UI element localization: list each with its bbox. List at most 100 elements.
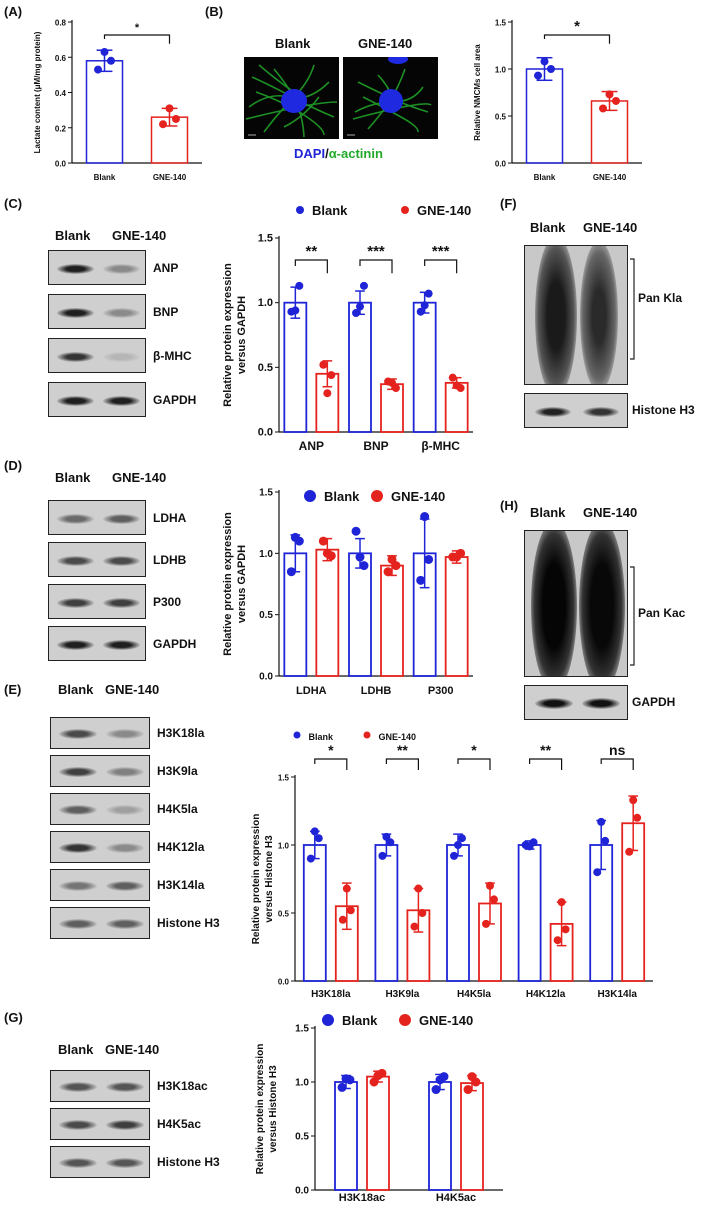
panel-g-chart: 0.0 0.5 1.0 1.5 Relative protein expression v… bbox=[255, 1013, 503, 1202]
p300-band-blank bbox=[56, 597, 95, 608]
panel-h-loading-label: GAPDH bbox=[632, 695, 676, 709]
p300-blot-label: P300 bbox=[153, 594, 182, 609]
h3k18la-band-gne140 bbox=[106, 729, 144, 739]
panel-b-data-point bbox=[611, 96, 620, 105]
histone-h3-blot bbox=[50, 1146, 150, 1178]
panel-h-lane-gne: GNE-140 bbox=[583, 505, 638, 520]
ldhb-blot bbox=[48, 542, 146, 577]
h4k5ac-band-gne140 bbox=[106, 1120, 144, 1130]
panel-a-bar-blank bbox=[85, 60, 124, 164]
panel-e-xtick-label: H3K18la bbox=[311, 989, 351, 1000]
gapdh-blot-label: GAPDH bbox=[153, 636, 197, 651]
panel-e-significance-label: ** bbox=[397, 742, 408, 758]
panel-d-data-point bbox=[351, 526, 361, 536]
panel-c-label: (C) bbox=[4, 196, 23, 211]
panel-c-lane-blank: Blank bbox=[55, 228, 91, 243]
panel-e-label: (E) bbox=[4, 682, 22, 697]
panel-b-gne-label: GNE-140 bbox=[358, 36, 413, 51]
panel-c-ylabel: versus GAPDH bbox=[236, 296, 248, 374]
panel-c-significance-label: *** bbox=[367, 243, 385, 260]
panel-c-data-point bbox=[388, 378, 396, 387]
panel-c-bar-mhc-gne-140 bbox=[444, 381, 469, 433]
panel-f-loading-blot bbox=[524, 393, 628, 428]
panel-e-data-point bbox=[486, 881, 494, 890]
panel-d-ytick-label: 0.0 bbox=[259, 672, 273, 683]
panel-g-legend-marker bbox=[322, 1014, 334, 1026]
gapdh-band-gne140 bbox=[102, 395, 141, 406]
panel-b-data-point bbox=[534, 71, 543, 80]
panel-c-ytick-label: 0.0 bbox=[258, 427, 273, 439]
panel-c-data-point bbox=[291, 306, 300, 315]
h4k5ac-band-blank bbox=[59, 1120, 97, 1130]
panel-d-legend-label: GNE-140 bbox=[391, 489, 445, 504]
panel-e-data-point bbox=[410, 922, 419, 931]
h3k18ac-band-gne140 bbox=[106, 1082, 144, 1092]
panel-g-bar-h4k5ac-blank bbox=[428, 1081, 452, 1191]
panel-c-significance-label: ** bbox=[305, 243, 317, 260]
panel-a-ytick-label: 0.0 bbox=[55, 160, 67, 169]
panel-e-legend-marker bbox=[293, 731, 301, 739]
panel-c-bar-bnp-blank bbox=[348, 301, 372, 433]
anp-band-blank bbox=[56, 263, 95, 274]
panel-e-xtick-label: H3K9la bbox=[385, 989, 419, 1000]
panel-h-label: (H) bbox=[500, 498, 519, 513]
panel-e-data-point bbox=[306, 854, 315, 863]
panel-d-data-point bbox=[318, 536, 328, 546]
panel-e-data-point bbox=[378, 851, 387, 860]
panel-b-data-point bbox=[605, 90, 614, 99]
panel-b-chart: 0.0 0.5 1.0 1.5 Relative NMCMs cell area Blan… bbox=[473, 18, 642, 182]
h4k5la-blot-label: H4K5la bbox=[157, 802, 198, 816]
panel-a-ytick-label: 0.2 bbox=[55, 124, 67, 133]
bnp-band-gne140 bbox=[102, 307, 141, 318]
mhc-band-blank bbox=[56, 351, 95, 362]
panel-d-data-point bbox=[383, 567, 393, 577]
ldha-band-gne140 bbox=[102, 513, 141, 524]
panel-c-data-point bbox=[323, 389, 332, 398]
panel-e-xtick-label: H4K12la bbox=[526, 989, 566, 1000]
panel-e-chart: 0.0 0.5 1.0 1.5 Relative protein expression v… bbox=[251, 731, 653, 1000]
panel-e-ytick-label: 0.0 bbox=[278, 978, 290, 987]
panel-f-lane-blank: Blank bbox=[530, 220, 566, 235]
panel-d-ytick-label: 0.5 bbox=[259, 610, 273, 621]
h4k12la-blot bbox=[50, 831, 150, 863]
panel-e-data-point bbox=[625, 847, 634, 856]
panel-c-lane-gne: GNE-140 bbox=[112, 228, 167, 243]
panel-d-data-point bbox=[290, 532, 300, 542]
ldhb-blot-label: LDHB bbox=[153, 552, 187, 567]
panel-g-data-point bbox=[341, 1074, 351, 1084]
panel-e-data-point bbox=[338, 915, 347, 924]
pan-kac-blot bbox=[524, 530, 628, 677]
mhc-blot bbox=[48, 338, 146, 373]
panel-e-bar-h4k5la-blank bbox=[446, 844, 470, 982]
panel-b-ytick-label: 0.0 bbox=[495, 160, 507, 169]
panel-e-significance-label: ** bbox=[540, 742, 551, 758]
panel-e-significance-bracket bbox=[600, 758, 634, 770]
panel-d-data-point bbox=[322, 548, 332, 558]
panel-c-legend-marker bbox=[296, 206, 304, 214]
h3k14la-band-gne140 bbox=[106, 881, 144, 891]
panel-e-data-point bbox=[633, 813, 642, 822]
panel-g-legend-label: GNE-140 bbox=[419, 1013, 473, 1028]
panel-e-legend-label: GNE-140 bbox=[379, 732, 417, 742]
panel-e-data-point bbox=[418, 909, 427, 917]
panel-g-data-point bbox=[337, 1082, 347, 1092]
panel-b-significance-bracket bbox=[543, 34, 611, 44]
panel-b-data-point bbox=[599, 104, 608, 113]
panel-a-xtick-label: Blank bbox=[94, 173, 116, 182]
h4k5la-band-gne140 bbox=[106, 805, 144, 815]
panel-e-lane-blank: Blank bbox=[58, 682, 94, 697]
panel-g-ytick-label: 1.0 bbox=[295, 1078, 309, 1089]
panel-g-data-point bbox=[467, 1072, 477, 1082]
histone-h3-band-blank bbox=[59, 1158, 97, 1168]
panel-e-data-point bbox=[597, 817, 606, 826]
panel-b-label: (B) bbox=[205, 4, 224, 19]
panel-a-chart: 0.0 0.2 0.4 0.6 0.8 Lactate content (μM/mg pr… bbox=[33, 19, 202, 182]
panel-a-ylabel: Lactate content (μM/mg protein) bbox=[33, 31, 42, 153]
panel-f-loading-label: Histone H3 bbox=[632, 403, 695, 417]
panel-g-bar-h3k18ac-blank bbox=[334, 1081, 358, 1191]
panel-d-data-point bbox=[387, 554, 397, 564]
pan-kla-label: Pan Kla bbox=[638, 291, 683, 305]
panel-e-significance-bracket bbox=[457, 758, 491, 770]
h4k12la-band-gne140 bbox=[106, 843, 144, 853]
panel-e-bar-h4k12la-blank bbox=[517, 844, 542, 982]
